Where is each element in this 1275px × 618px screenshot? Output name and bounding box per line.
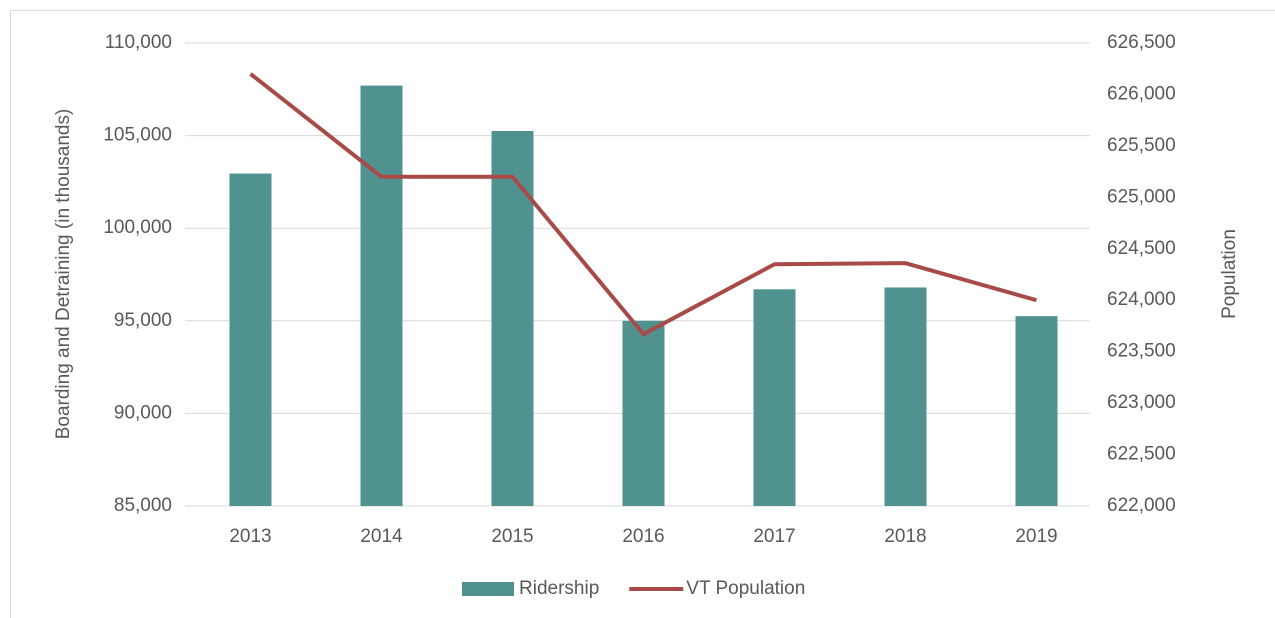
y2-axis-label: Population: [1219, 229, 1240, 319]
bar: [229, 173, 272, 507]
y2-tick-label: 624,500: [1107, 238, 1176, 259]
y2-tick-label: 622,500: [1107, 444, 1176, 465]
y-tick-label: 100,000: [103, 217, 172, 238]
bar: [491, 130, 534, 506]
x-tick-label: 2013: [229, 526, 271, 547]
y2-tick-label: 622,000: [1107, 495, 1176, 516]
x-tick-label: 2015: [491, 526, 533, 547]
y2-tick-label: 625,500: [1107, 135, 1176, 156]
y-tick-label: 105,000: [103, 125, 172, 146]
y-tick-label: 90,000: [114, 402, 172, 423]
y2-tick-label: 623,000: [1107, 392, 1176, 413]
line: [249, 72, 1038, 337]
x-tick-label: 2014: [360, 526, 403, 547]
y2-tick-label: 626,500: [1107, 32, 1176, 53]
y2-tick-label: 626,000: [1107, 83, 1176, 104]
y2-tick-label: 625,000: [1107, 186, 1176, 207]
y-tick-label: 85,000: [114, 495, 172, 516]
legend-swatch: [462, 582, 514, 596]
x-tick-label: 2017: [753, 526, 795, 547]
y-axis-label: Boarding and Detraining (in thousands): [53, 109, 74, 440]
x-tick-label: 2016: [622, 526, 664, 547]
bar: [884, 287, 927, 506]
chart-border: [10, 10, 1275, 618]
y-tick-label: 110,000: [105, 32, 172, 53]
legend-label: Ridership: [519, 578, 599, 599]
x-tick-label: 2018: [884, 526, 926, 547]
bar: [360, 85, 403, 506]
legend-label: VT Population: [686, 578, 805, 599]
bar: [622, 320, 665, 506]
y-tick-label: 95,000: [114, 310, 172, 331]
x-tick-label: 2019: [1015, 526, 1057, 547]
bar: [753, 289, 796, 506]
y2-tick-label: 623,500: [1107, 341, 1176, 362]
bar: [1015, 316, 1058, 506]
y2-tick-label: 624,000: [1107, 289, 1176, 310]
